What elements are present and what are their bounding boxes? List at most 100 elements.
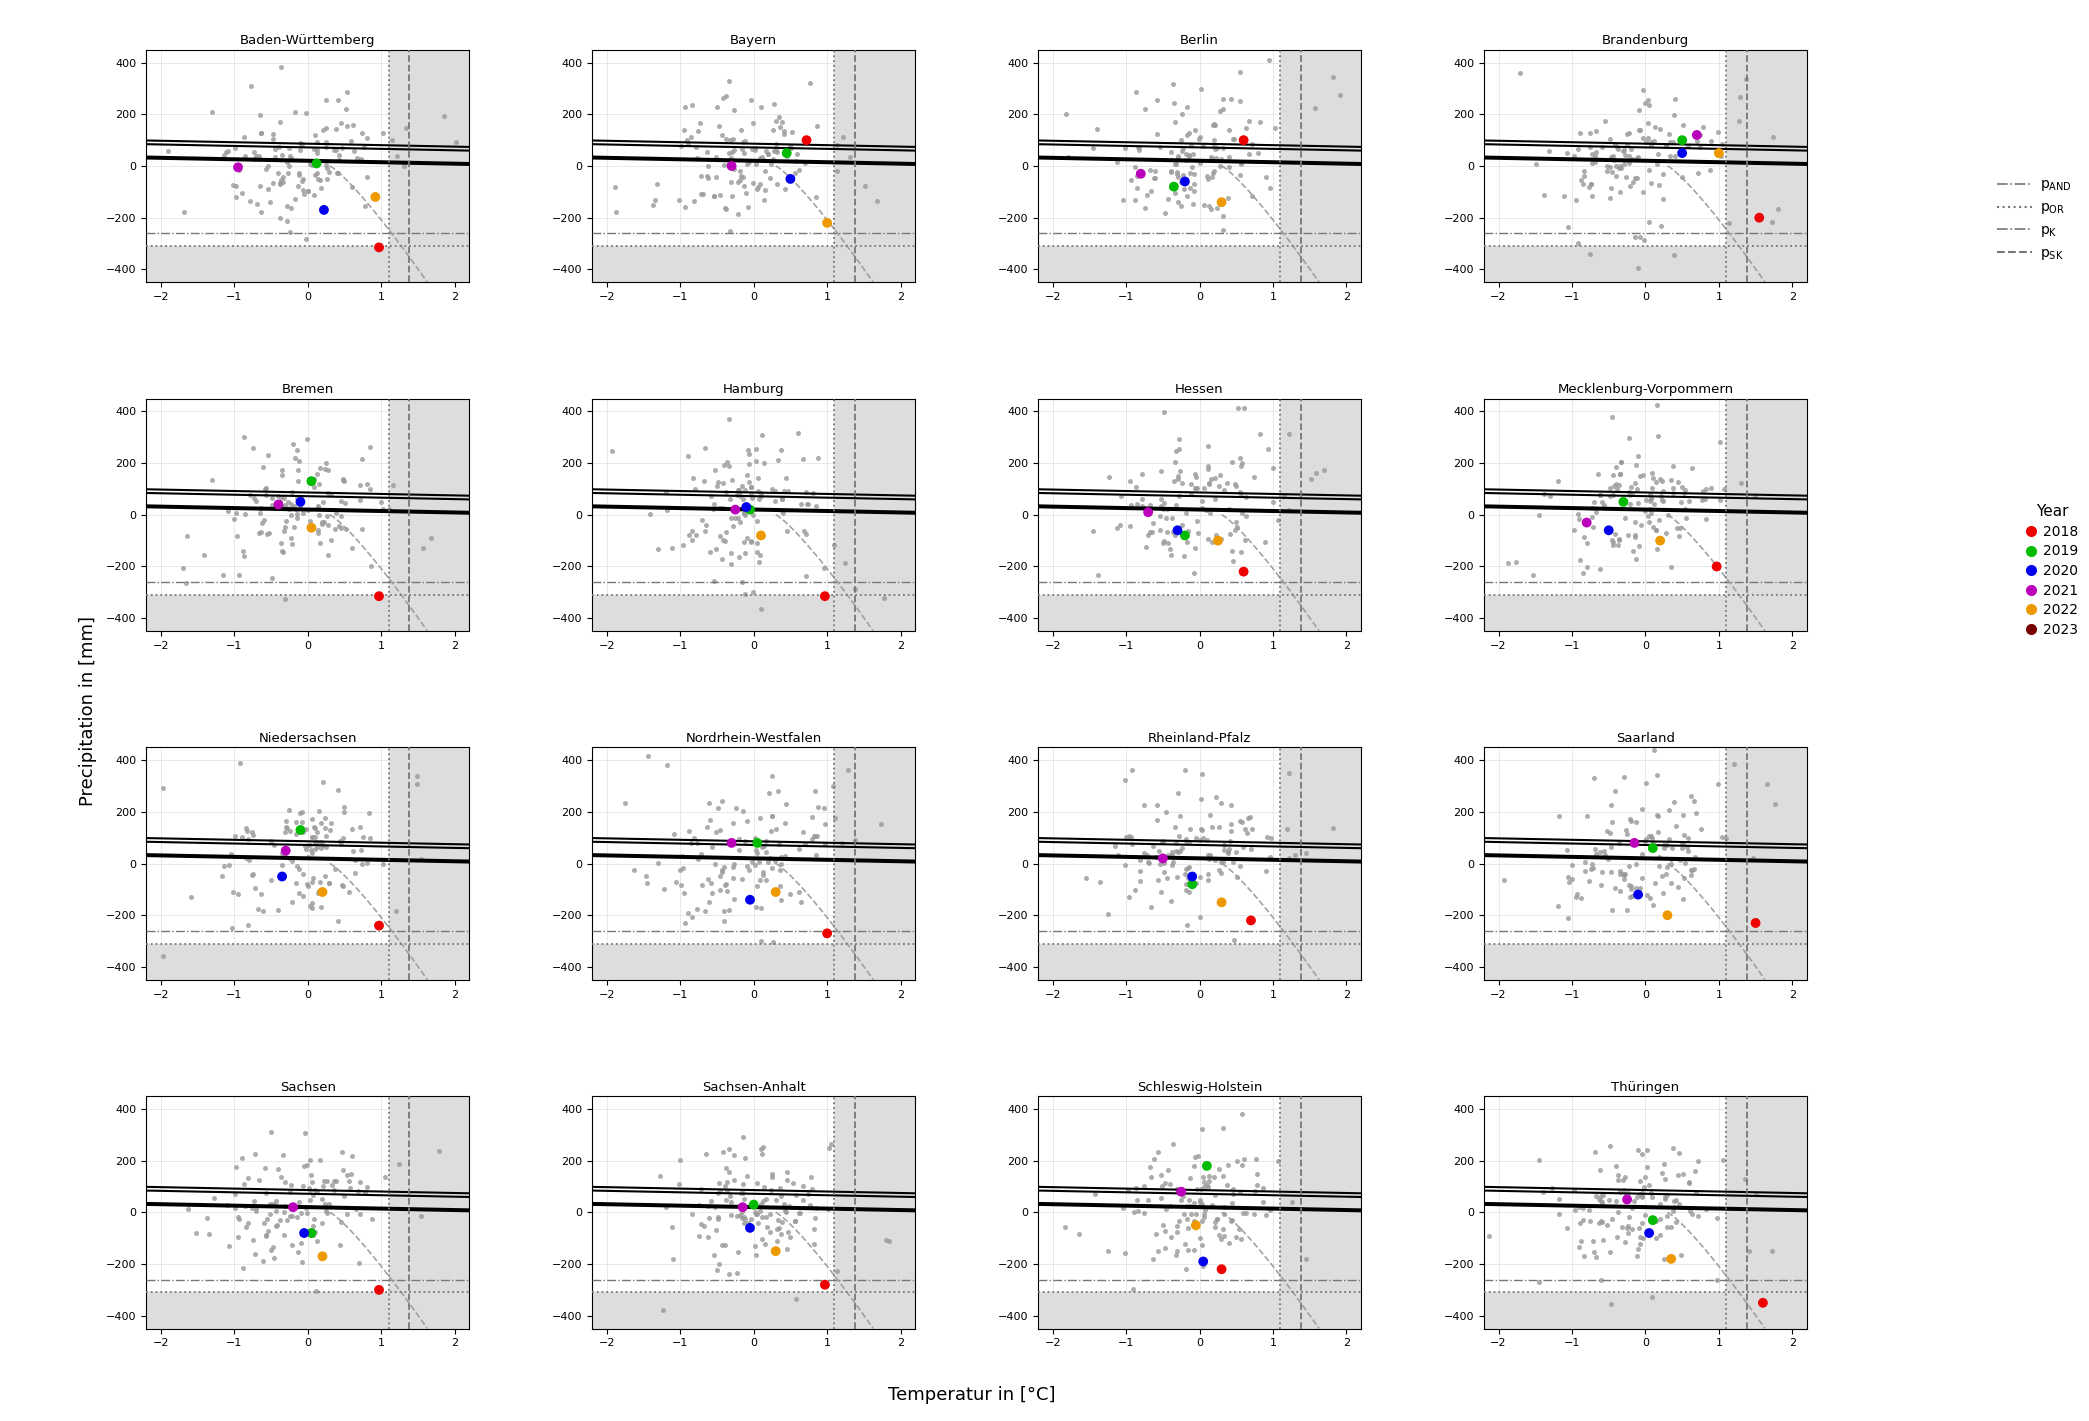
Point: [297, 816, 330, 838]
Point: [1126, 495, 1159, 517]
Point: [1642, 144, 1675, 166]
Point: [328, 801, 361, 824]
Point: [704, 1179, 737, 1202]
Point: [1141, 809, 1174, 831]
Point: [1621, 477, 1654, 500]
Point: [756, 804, 790, 827]
Point: [1239, 1148, 1272, 1171]
Point: [779, 1209, 813, 1232]
Point: [683, 1194, 717, 1216]
Point: [1594, 1241, 1627, 1263]
Point: [334, 175, 368, 198]
Point: [343, 1252, 376, 1275]
Point: [800, 824, 834, 847]
Point: [1673, 1171, 1707, 1194]
Point: [1161, 468, 1195, 490]
Point: [1600, 1201, 1634, 1223]
Point: [1076, 136, 1109, 159]
Point: [1207, 87, 1241, 109]
Point: [1168, 1202, 1201, 1225]
Point: [1193, 195, 1226, 217]
Point: [792, 493, 825, 516]
Point: [1116, 759, 1149, 782]
Point: [1617, 171, 1650, 193]
Point: [315, 811, 349, 834]
Point: [236, 1229, 269, 1252]
Point: [1161, 145, 1195, 168]
Point: [349, 126, 382, 149]
Point: [744, 543, 777, 566]
Point: [1586, 492, 1619, 514]
Point: [1201, 475, 1235, 497]
Point: [735, 487, 769, 510]
Point: [1671, 135, 1705, 158]
Point: [1615, 475, 1648, 497]
Point: [1563, 1236, 1596, 1259]
Point: [781, 422, 815, 445]
Point: [668, 95, 702, 118]
Point: [1623, 877, 1657, 899]
Point: [1615, 878, 1648, 901]
Point: [1573, 136, 1606, 159]
Point: [735, 88, 769, 111]
Point: [295, 1222, 328, 1245]
Point: [1120, 475, 1153, 497]
Point: [748, 452, 781, 475]
Point: [236, 820, 269, 843]
Point: [1619, 853, 1652, 875]
Point: [717, 867, 750, 890]
Point: [798, 1233, 831, 1256]
Point: [806, 797, 840, 820]
Point: [771, 1169, 804, 1192]
Point: [1527, 1181, 1560, 1204]
Point: [328, 1185, 361, 1208]
Point: [1145, 459, 1178, 482]
Point: [769, 793, 802, 816]
Point: [1592, 519, 1625, 541]
Point: [1523, 503, 1556, 526]
Point: [280, 497, 313, 520]
Point: [1212, 145, 1245, 168]
Point: [1623, 1225, 1657, 1248]
Point: [1197, 1211, 1230, 1233]
Point: [1636, 516, 1669, 539]
Point: [288, 1222, 322, 1245]
Point: [710, 1171, 744, 1194]
Point: [1558, 1178, 1592, 1201]
Point: [249, 477, 282, 500]
Point: [259, 1214, 292, 1236]
Bar: [834, 747, 988, 980]
Point: [1143, 1141, 1176, 1164]
Point: [251, 1208, 284, 1231]
Point: [779, 1211, 813, 1233]
Point: [708, 153, 742, 176]
Point: [733, 499, 767, 522]
Point: [811, 922, 844, 945]
Point: [608, 791, 641, 814]
Point: [1233, 109, 1266, 132]
Point: [1634, 487, 1667, 510]
Point: [1178, 476, 1212, 499]
Point: [1184, 787, 1218, 810]
Point: [253, 522, 286, 544]
Point: [1228, 117, 1262, 139]
Point: [710, 198, 744, 220]
Point: [1170, 878, 1203, 901]
Point: [744, 597, 777, 620]
Point: [1577, 766, 1611, 789]
Point: [1193, 472, 1226, 495]
Point: [1705, 826, 1738, 848]
Point: [1694, 129, 1728, 152]
Point: [1634, 1181, 1667, 1204]
Point: [1644, 215, 1677, 237]
Point: [1143, 519, 1176, 541]
Point: [754, 1165, 788, 1188]
Point: [1195, 146, 1228, 169]
Point: [1253, 826, 1287, 848]
Point: [292, 834, 326, 857]
Point: [1588, 493, 1621, 516]
Point: [280, 855, 313, 878]
Point: [748, 189, 781, 212]
Point: [1613, 152, 1646, 175]
Point: [1577, 1241, 1611, 1263]
